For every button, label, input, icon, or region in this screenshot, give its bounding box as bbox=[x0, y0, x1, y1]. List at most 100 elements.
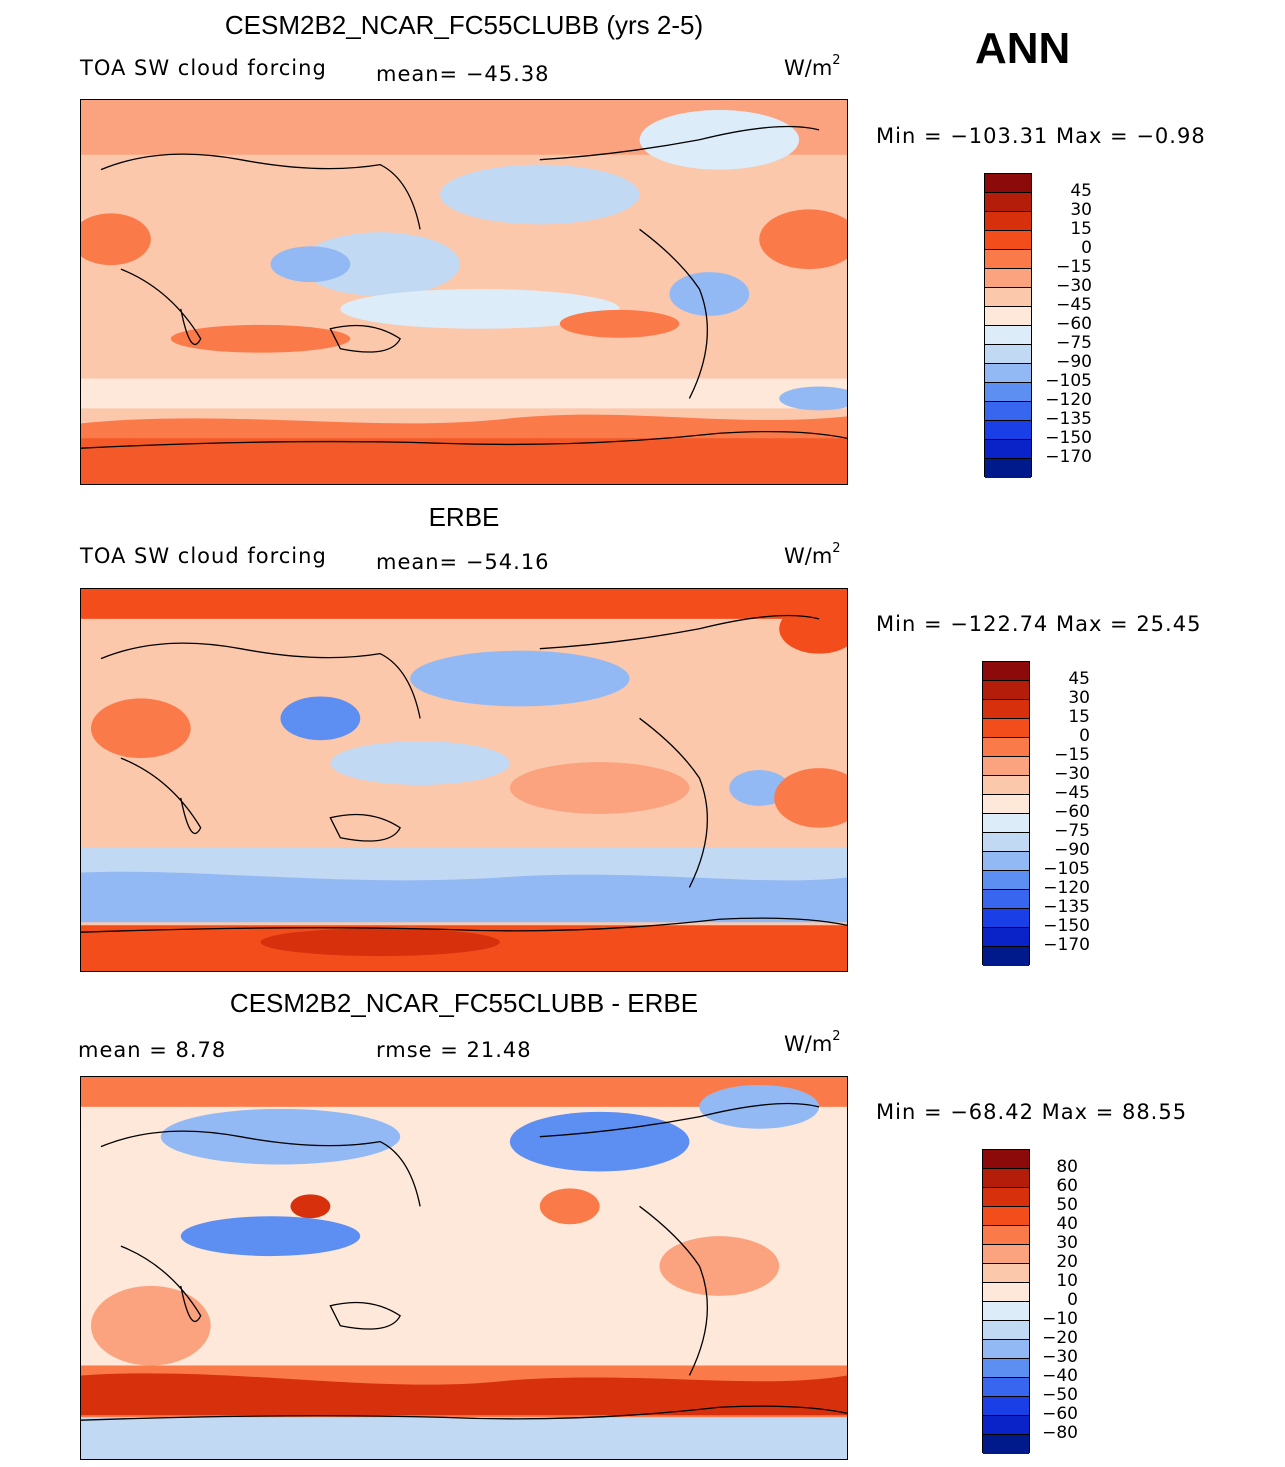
map-model bbox=[80, 99, 848, 485]
colorbar-tick-label: 80 bbox=[1056, 1157, 1078, 1177]
colorbar-tick-label: −120 bbox=[1043, 878, 1090, 898]
colorbar-swatch bbox=[983, 1340, 1029, 1359]
colorbar-tick-label: −60 bbox=[1042, 1404, 1078, 1424]
colorbar-swatch bbox=[985, 288, 1031, 307]
panel-left-label-obs: TOA SW cloud forcing bbox=[80, 544, 327, 568]
colorbar-swatch bbox=[983, 681, 1029, 700]
colorbar-swatch bbox=[983, 1435, 1029, 1454]
colorbar-swatch bbox=[985, 193, 1031, 212]
map-obs bbox=[80, 588, 848, 972]
colorbar-swatch bbox=[983, 1397, 1029, 1416]
colorbar-tick-label: 30 bbox=[1070, 200, 1092, 220]
colorbar-tick-label: 30 bbox=[1068, 688, 1090, 708]
colorbar-swatch bbox=[983, 662, 1029, 681]
colorbar-tick-label: −90 bbox=[1056, 352, 1092, 372]
panel-left-label-model: TOA SW cloud forcing bbox=[80, 56, 327, 80]
colorbar-obs bbox=[982, 661, 1030, 966]
colorbar-tick-label: 20 bbox=[1056, 1252, 1078, 1272]
colorbar-swatch bbox=[983, 1188, 1029, 1207]
colorbar-swatch bbox=[983, 1283, 1029, 1302]
colorbar-swatch bbox=[983, 757, 1029, 776]
panel-mean-diff: mean = 8.78 bbox=[78, 1038, 227, 1062]
colorbar-swatch bbox=[983, 890, 1029, 909]
colorbar-swatch bbox=[983, 1378, 1029, 1397]
colorbar-swatch bbox=[983, 1416, 1029, 1435]
colorbar-tick-label: −135 bbox=[1043, 897, 1090, 917]
colorbar-tick-label: −60 bbox=[1054, 802, 1090, 822]
panel-title-diff: CESM2B2_NCAR_FC55CLUBB - ERBE bbox=[229, 988, 699, 1018]
colorbar-tick-label: −50 bbox=[1042, 1385, 1078, 1405]
colorbar-swatch bbox=[985, 326, 1031, 345]
units-label-diff: W/m2 bbox=[784, 1029, 841, 1056]
colorbar-labels-model: 45 30 15 0 −15 −30 −45 −60 −75 −90 −105 … bbox=[1036, 182, 1092, 472]
colorbar-labels-obs: 45 30 15 0 −15 −30 −45 −60 −75 −90 −105 … bbox=[1032, 670, 1090, 960]
colorbar-tick-label: −15 bbox=[1056, 257, 1092, 277]
colorbar-tick-label: −45 bbox=[1054, 783, 1090, 803]
colorbar-tick-label: −170 bbox=[1043, 935, 1090, 955]
colorbar-swatch bbox=[983, 1302, 1029, 1321]
colorbar-swatch bbox=[983, 1169, 1029, 1188]
panel-rmse-diff: rmse = 21.48 bbox=[376, 1038, 532, 1062]
colorbar-swatch bbox=[983, 795, 1029, 814]
colorbar-tick-label: −30 bbox=[1042, 1347, 1078, 1367]
colorbar-swatch bbox=[985, 364, 1031, 383]
colorbar-tick-label: −15 bbox=[1054, 745, 1090, 765]
season-label: ANN bbox=[975, 24, 1071, 73]
colorbar-swatch bbox=[983, 814, 1029, 833]
colorbar-tick-label: 60 bbox=[1056, 1176, 1078, 1196]
colorbar-tick-label: 45 bbox=[1068, 669, 1090, 689]
panel-title-obs: ERBE bbox=[428, 502, 500, 532]
colorbar-tick-label: −30 bbox=[1054, 764, 1090, 784]
colorbar-tick-label: 0 bbox=[1081, 238, 1092, 258]
colorbar-swatch bbox=[985, 269, 1031, 288]
colorbar-tick-label: −90 bbox=[1054, 840, 1090, 860]
colorbar-tick-label: 40 bbox=[1056, 1214, 1078, 1234]
colorbar-swatch bbox=[983, 1226, 1029, 1245]
colorbar-swatch bbox=[985, 231, 1031, 250]
colorbar-tick-label: −75 bbox=[1056, 333, 1092, 353]
colorbar-swatch bbox=[985, 440, 1031, 459]
colorbar-tick-label: 10 bbox=[1056, 1271, 1078, 1291]
colorbar-swatch bbox=[983, 852, 1029, 871]
colorbar-swatch bbox=[983, 909, 1029, 928]
colorbar-tick-label: −40 bbox=[1042, 1366, 1078, 1386]
colorbar-tick-label: 0 bbox=[1067, 1290, 1078, 1310]
colorbar-swatch bbox=[985, 402, 1031, 421]
colorbar-tick-label: −10 bbox=[1042, 1309, 1078, 1329]
colorbar-labels-diff: 80 60 50 40 30 20 10 0 −10 −20 −30 −40 −… bbox=[1030, 1158, 1078, 1448]
colorbar-swatch bbox=[985, 212, 1031, 231]
colorbar-swatch bbox=[983, 928, 1029, 947]
colorbar-diff bbox=[982, 1149, 1030, 1454]
colorbar-swatch bbox=[983, 738, 1029, 757]
colorbar-tick-label: 30 bbox=[1056, 1233, 1078, 1253]
colorbar-tick-label: 45 bbox=[1070, 181, 1092, 201]
panel-mean-obs: mean= −54.16 bbox=[376, 550, 550, 574]
colorbar-swatch bbox=[985, 250, 1031, 269]
colorbar-tick-label: −150 bbox=[1045, 428, 1092, 448]
colorbar-tick-label: −80 bbox=[1042, 1423, 1078, 1443]
colorbar-swatch bbox=[983, 833, 1029, 852]
colorbar-swatch bbox=[983, 1264, 1029, 1283]
panel-title-model: CESM2B2_NCAR_FC55CLUBB (yrs 2-5) bbox=[224, 10, 704, 40]
colorbar-tick-label: 15 bbox=[1068, 707, 1090, 727]
colorbar-tick-label: 0 bbox=[1079, 726, 1090, 746]
colorbar-tick-label: −150 bbox=[1043, 916, 1090, 936]
colorbar-tick-label: −30 bbox=[1056, 276, 1092, 296]
minmax-model: Min = −103.31 Max = −0.98 bbox=[876, 124, 1206, 148]
colorbar-tick-label: 50 bbox=[1056, 1195, 1078, 1215]
panel-mean-model: mean= −45.38 bbox=[376, 62, 550, 86]
colorbar-swatch bbox=[985, 383, 1031, 402]
units-label-obs: W/m2 bbox=[784, 541, 841, 568]
colorbar-swatch bbox=[983, 1359, 1029, 1378]
colorbar-tick-label: −135 bbox=[1045, 409, 1092, 429]
colorbar-tick-label: −105 bbox=[1043, 859, 1090, 879]
colorbar-swatch bbox=[983, 1150, 1029, 1169]
colorbar-tick-label: −20 bbox=[1042, 1328, 1078, 1348]
colorbar-tick-label: −105 bbox=[1045, 371, 1092, 391]
minmax-diff: Min = −68.42 Max = 88.55 bbox=[876, 1100, 1188, 1124]
colorbar-tick-label: −60 bbox=[1056, 314, 1092, 334]
colorbar-swatch bbox=[983, 1207, 1029, 1226]
colorbar-swatch bbox=[983, 700, 1029, 719]
colorbar-swatch bbox=[983, 1321, 1029, 1340]
colorbar-tick-label: −170 bbox=[1045, 447, 1092, 467]
